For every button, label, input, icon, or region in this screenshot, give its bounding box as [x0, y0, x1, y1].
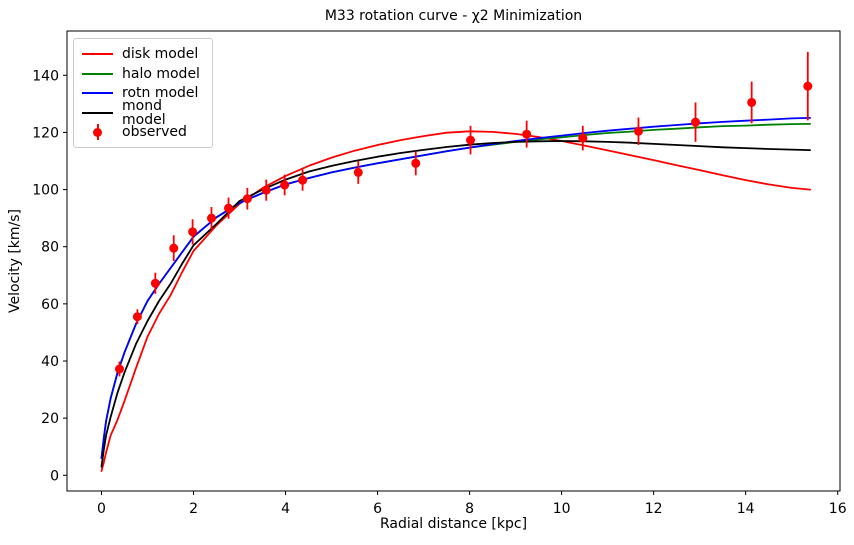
legend-item-mond-model: mond model	[82, 99, 204, 127]
observed-point	[522, 129, 532, 139]
observed-point	[150, 278, 160, 288]
rotn-model-curve	[100, 117, 811, 460]
x-axis-label: Radial distance [kpc]	[379, 516, 528, 532]
x-tick-label: 2	[189, 501, 198, 517]
observed-marker-swatch	[82, 123, 113, 141]
observed-point	[633, 126, 643, 136]
legend-item-disk-model: disk model	[82, 45, 204, 63]
rotn-line-swatch	[82, 84, 113, 102]
legend-item-observed: observed	[82, 123, 204, 141]
x-tick-label: 14	[737, 501, 755, 517]
observed-point	[132, 312, 142, 322]
y-tick-label: 40	[41, 354, 59, 370]
mond-line-swatch	[82, 104, 113, 122]
disk-line-swatch	[82, 45, 113, 63]
legend: disk model halo model rotn model mond mo…	[73, 38, 213, 148]
y-axis-label: Velocity [km/s]	[7, 208, 23, 314]
observed-point	[114, 364, 124, 374]
axes-frame	[66, 30, 841, 492]
legend-item-rotn-model: rotn model	[82, 84, 204, 102]
y-tick-label: 80	[41, 240, 59, 256]
x-tick-label: 6	[373, 501, 382, 517]
observed-point	[188, 227, 198, 237]
y-tick-label: 100	[32, 183, 59, 199]
observed-point	[691, 117, 701, 127]
x-tick-label: 16	[829, 501, 847, 517]
mond-model-curve	[100, 140, 811, 468]
y-tick-label: 0	[50, 468, 59, 484]
legend-label: rotn model	[122, 85, 199, 101]
observed-point	[466, 135, 476, 145]
legend-label: halo model	[122, 65, 200, 82]
x-tick-label: 8	[465, 501, 474, 517]
observed-point	[803, 81, 813, 91]
x-tick-label: 4	[281, 501, 290, 517]
y-tick-label: 20	[41, 411, 59, 427]
chart-title: M33 rotation curve - χ2 Minimization	[324, 8, 583, 24]
observed-point	[169, 243, 179, 253]
observed-point	[578, 133, 588, 143]
observed-point	[261, 185, 271, 195]
halo-model-curve	[100, 123, 811, 460]
observed-point	[242, 194, 252, 204]
observed-point	[353, 167, 363, 177]
legend-label: observed	[122, 124, 187, 140]
x-tick-label: 10	[553, 501, 571, 517]
disk-model-curve	[100, 130, 811, 472]
observed-point	[206, 213, 216, 223]
observed-point	[747, 97, 757, 107]
y-tick-label: 140	[32, 68, 59, 84]
y-tick-label: 120	[32, 125, 59, 141]
observed-point	[280, 180, 290, 190]
legend-label: mond model	[122, 97, 166, 128]
legend-label: disk model	[122, 46, 199, 62]
y-tick-label: 60	[41, 297, 59, 313]
observed-point	[411, 158, 421, 168]
x-tick-label: 12	[645, 501, 663, 517]
observed-point	[224, 203, 234, 213]
legend-item-halo-model: halo model	[82, 65, 204, 83]
halo-line-swatch	[82, 65, 113, 83]
x-tick-label: 0	[97, 501, 106, 517]
observed-point	[298, 175, 308, 185]
